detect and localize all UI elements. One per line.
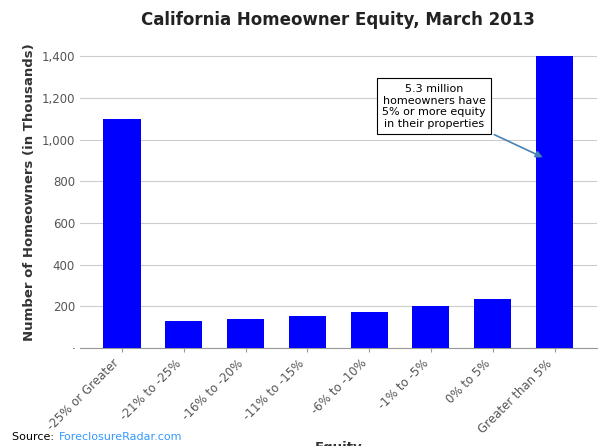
Bar <box>103 119 140 348</box>
Bar <box>227 319 264 348</box>
Y-axis label: Number of Homeowners (in Thousands): Number of Homeowners (in Thousands) <box>23 43 36 341</box>
Bar <box>474 299 511 348</box>
Title: California Homeowner Equity, March 2013: California Homeowner Equity, March 2013 <box>141 11 535 29</box>
X-axis label: Equity: Equity <box>314 441 362 446</box>
Bar <box>289 316 326 348</box>
Bar <box>413 306 450 348</box>
Bar <box>165 321 202 348</box>
Bar <box>536 57 573 348</box>
Text: ForeclosureRadar.com: ForeclosureRadar.com <box>58 432 182 442</box>
Text: Source:: Source: <box>12 432 58 442</box>
Text: 5.3 million
homeowners have
5% or more equity
in their properties: 5.3 million homeowners have 5% or more e… <box>382 84 541 157</box>
Bar <box>351 313 387 348</box>
